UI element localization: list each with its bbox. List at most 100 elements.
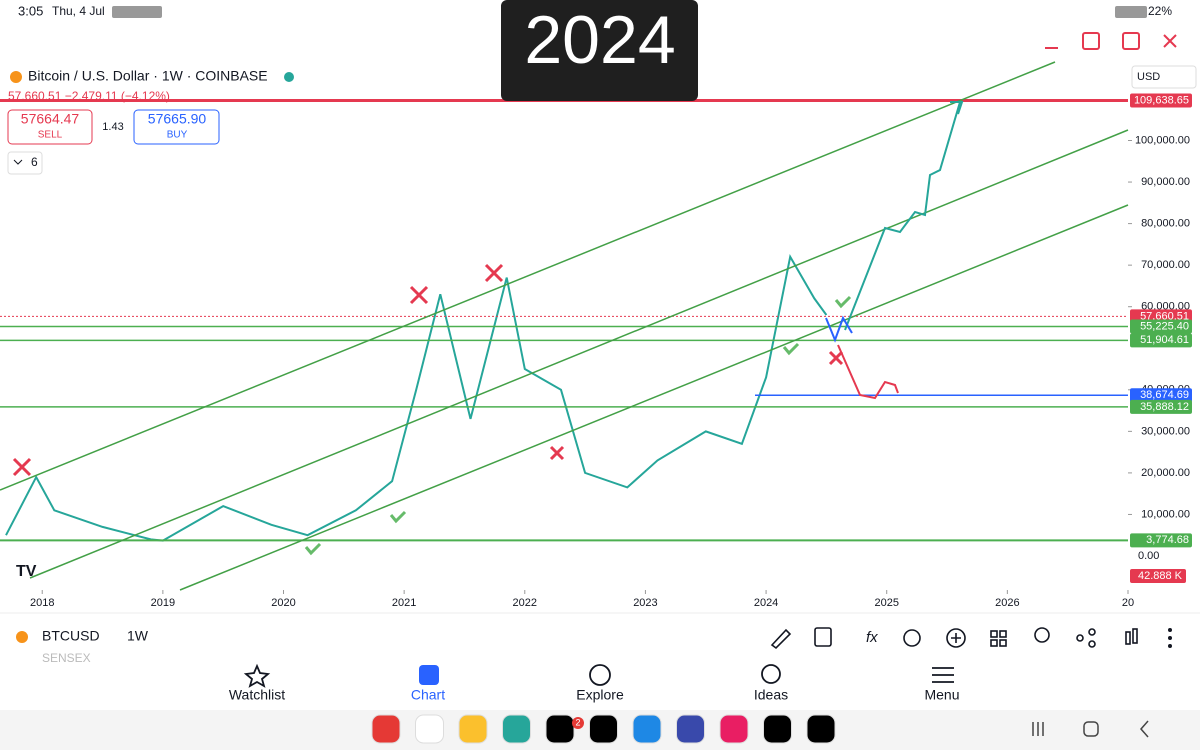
app-icon[interactable] <box>415 714 444 744</box>
explore-icon <box>589 664 611 686</box>
add-tool[interactable] <box>946 628 966 648</box>
recents-button[interactable] <box>1032 722 1044 736</box>
badge <box>572 717 584 729</box>
toolbar-symbol[interactable]: BTCUSD <box>42 628 100 644</box>
status-icons-right <box>1115 6 1147 18</box>
app-icon[interactable] <box>502 714 531 744</box>
app-icon[interactable] <box>806 714 836 744</box>
close-button[interactable] <box>1163 34 1177 48</box>
check-marks <box>304 295 852 556</box>
buy-label: BUY <box>167 130 188 141</box>
bottom-nav: Watchlist Chart Explore Ideas Menu <box>229 687 960 703</box>
split-button[interactable] <box>1082 32 1100 50</box>
overlay-box <box>501 0 698 101</box>
chevron <box>13 159 23 165</box>
nav-label[interactable]: Ideas <box>754 687 788 703</box>
price-label: 0.00 <box>1138 550 1159 562</box>
x-tick-label: 2019 <box>151 597 175 609</box>
share-dot <box>1088 628 1096 636</box>
indicators-toggle[interactable] <box>7 151 43 175</box>
channel-line <box>0 61 1056 491</box>
sell-label: SELL <box>38 130 63 141</box>
price-label: 35,888.12 <box>1140 401 1189 413</box>
price-label-bg <box>1130 399 1192 414</box>
status-battery: 22% <box>1148 4 1172 18</box>
layout-tool <box>999 639 1007 647</box>
y-tick-label: 100,000.00 <box>1135 134 1190 146</box>
share-tool[interactable] <box>1076 634 1084 642</box>
nav-label[interactable]: Explore <box>576 687 624 703</box>
price-label-bg <box>1130 333 1192 348</box>
tv-logo: TV <box>16 563 37 580</box>
volume-label-bg <box>1130 569 1186 583</box>
currency: USD <box>1137 71 1160 83</box>
price-label-bg <box>1130 533 1192 548</box>
nav-label[interactable]: Watchlist <box>229 687 285 703</box>
idea-tool[interactable] <box>1034 627 1050 643</box>
price-label: 51,904.61 <box>1140 334 1189 346</box>
market-status <box>284 72 294 82</box>
dock-badge: 2 <box>575 717 580 727</box>
y-tick-label: 20,000.00 <box>1141 467 1190 479</box>
x-tick-label: 20 <box>1122 597 1134 609</box>
indicators-count: 6 <box>31 155 38 169</box>
share-dot <box>1088 640 1096 648</box>
overlay-title: 2024 <box>524 2 675 78</box>
fx-tool[interactable]: fx <box>866 629 878 646</box>
price-label-bg <box>1130 319 1192 334</box>
home-button[interactable] <box>1083 721 1099 737</box>
more-menu[interactable] <box>1168 628 1172 648</box>
candle-tool[interactable] <box>1125 631 1131 645</box>
x-mark <box>484 263 504 283</box>
channel-line <box>29 129 1129 579</box>
app-icon[interactable] <box>545 714 575 744</box>
maximize-button[interactable] <box>1122 32 1140 50</box>
notes-tool[interactable] <box>814 627 832 647</box>
projection-down <box>837 344 899 400</box>
status-date: Thu, 4 Jul <box>52 4 105 18</box>
app-icon[interactable] <box>632 714 662 744</box>
app-icon[interactable] <box>458 714 488 744</box>
app-icon[interactable] <box>676 714 705 744</box>
x-tick-label: 2022 <box>513 597 537 609</box>
layout-tool[interactable] <box>990 630 998 638</box>
app-icon[interactable] <box>763 714 792 744</box>
check-mark <box>389 510 407 524</box>
x-tick-label: 2026 <box>995 597 1019 609</box>
projection-up <box>844 101 961 331</box>
back-button[interactable] <box>1140 720 1149 738</box>
toolbar-interval[interactable]: 1W <box>127 628 149 644</box>
price-change: 57,660.51 −2,479.11 (−4.12%) <box>8 89 170 103</box>
y-tick-label: 10,000.00 <box>1141 508 1190 520</box>
plus <box>951 633 961 643</box>
price-label: 57,660.51 <box>1140 310 1189 322</box>
sell-price: 57664.47 <box>21 111 80 127</box>
app-icon[interactable] <box>589 714 618 744</box>
spread: 1.43 <box>102 121 123 133</box>
dock-apps <box>371 714 836 744</box>
app-icon[interactable] <box>371 714 401 744</box>
draw-tool[interactable] <box>770 628 792 650</box>
toolbar-icons: fx <box>770 627 1138 650</box>
buy-button[interactable] <box>133 109 220 145</box>
app-icon[interactable] <box>719 714 749 744</box>
candle-tool <box>1132 628 1138 644</box>
channel-line <box>179 204 1129 591</box>
menu-icon <box>932 667 954 683</box>
x-tick-label: 2024 <box>754 597 778 609</box>
nav-label[interactable]: Chart <box>411 687 445 703</box>
price-label: 55,225.40 <box>1140 320 1189 332</box>
check-mark <box>304 542 322 556</box>
nav-label[interactable]: Menu <box>924 687 959 703</box>
price-label: 38,674.69 <box>1140 389 1189 401</box>
sell-button[interactable] <box>7 109 93 145</box>
price-label: 3,774.68 <box>1146 534 1189 546</box>
chart-area: 10,000.0020,000.0030,000.0040,000.0060,0… <box>0 60 1200 609</box>
btc-icon <box>10 71 22 83</box>
price-label-bg <box>1130 549 1192 563</box>
alert-tool[interactable] <box>903 629 921 647</box>
symbol-title: Bitcoin / U.S. Dollar · 1W · COINBASE <box>28 68 268 84</box>
currency-select[interactable] <box>1131 65 1197 89</box>
y-tick-label: 80,000.00 <box>1141 218 1190 230</box>
